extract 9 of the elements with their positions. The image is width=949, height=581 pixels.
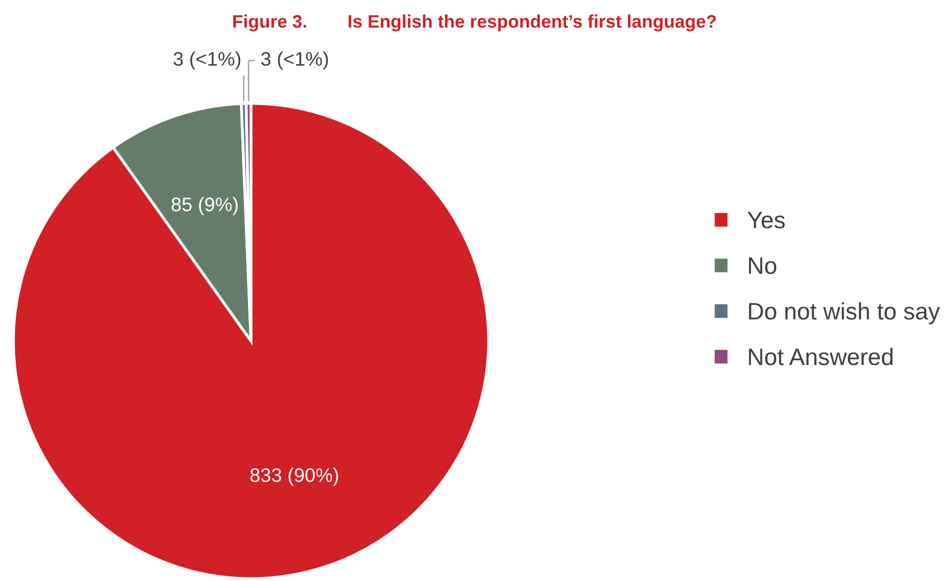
- legend-label: Do not wish to say: [749, 302, 940, 324]
- legend-label: No: [749, 258, 776, 274]
- chart-title: Figure 3. Is English the respondent’s first language?: [233, 14, 716, 32]
- legend-label: Yes: [748, 212, 785, 228]
- data-label: 3 (<1%): [261, 52, 328, 70]
- data-label: 85 (9%): [172, 197, 238, 216]
- data-label: 833 (90%): [250, 468, 338, 486]
- data-label: 3 (<1%): [174, 52, 240, 70]
- legend-label: Not Answered: [749, 348, 893, 366]
